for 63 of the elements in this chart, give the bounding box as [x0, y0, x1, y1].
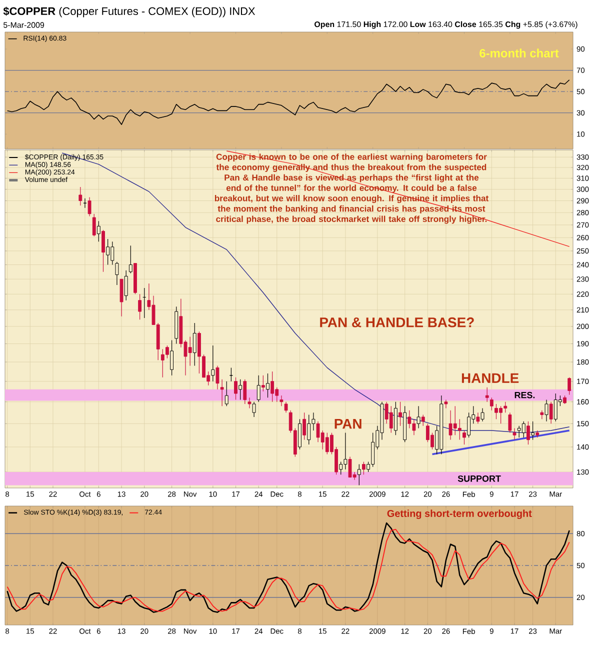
candlestick: [389, 406, 393, 434]
candlestick: [211, 345, 215, 382]
chart-title: $COPPER (Copper Futures - COMEX (EOD)) INDX: [3, 6, 256, 18]
candlestick: [307, 414, 311, 445]
candlestick: [339, 461, 343, 475]
candlestick: [362, 461, 366, 475]
candlestick: [398, 402, 402, 426]
candlestick: [280, 395, 284, 406]
candlestick: [115, 262, 119, 286]
annotation: 6-month chart: [480, 48, 559, 58]
candlestick: [216, 365, 220, 390]
candlestick: [120, 278, 124, 317]
candlestick: [476, 412, 480, 424]
candlestick: [170, 340, 174, 376]
candlestick: [568, 377, 572, 396]
candlestick: [96, 220, 100, 242]
candlestick: [124, 270, 128, 301]
candlestick: [128, 245, 132, 274]
candlestick: [508, 412, 512, 434]
candlestick: [485, 387, 489, 402]
candlestick: [480, 408, 484, 422]
candlestick: [421, 414, 425, 426]
candlestick: [106, 238, 110, 266]
candlestick: [544, 399, 548, 422]
band-label: RES.: [514, 392, 535, 398]
candlestick: [302, 412, 306, 440]
candlestick: [256, 375, 260, 402]
candlestick: [531, 421, 535, 440]
candlestick: [138, 294, 142, 320]
annotation: PAN: [334, 418, 362, 429]
candlestick: [512, 428, 516, 440]
candlestick: [238, 379, 242, 400]
annotation: PAN & HANDLE BASE?: [320, 317, 474, 328]
candlestick: [526, 421, 530, 445]
candlestick: [102, 230, 105, 272]
candlestick: [490, 397, 494, 411]
candlestick: [261, 375, 265, 392]
candlestick: [444, 399, 448, 409]
candlestick: [270, 371, 274, 402]
candlestick: [234, 377, 238, 400]
candlestick: [92, 214, 96, 237]
candlestick: [298, 418, 302, 450]
candlestick: [248, 397, 252, 409]
annotation: Getting short-term overbought: [387, 510, 532, 519]
candlestick: [192, 322, 196, 366]
candlestick: [266, 373, 270, 398]
candlestick: [220, 379, 224, 406]
band-label: SUPPORT: [458, 475, 501, 482]
candlestick: [416, 406, 420, 428]
annotation: HANDLE: [462, 373, 519, 383]
candlestick: [462, 430, 466, 445]
candlestick: [252, 402, 256, 418]
candlestick: [458, 418, 462, 440]
candlestick: [284, 402, 288, 413]
candlestick: [549, 402, 553, 424]
candlestick: [78, 186, 82, 206]
candlestick: [224, 381, 228, 406]
candlestick: [522, 421, 526, 438]
candlestick: [88, 196, 92, 217]
candlestick: [540, 410, 544, 420]
candlestick: [243, 379, 247, 404]
candlestick: [467, 412, 471, 438]
candlestick: [394, 402, 398, 436]
